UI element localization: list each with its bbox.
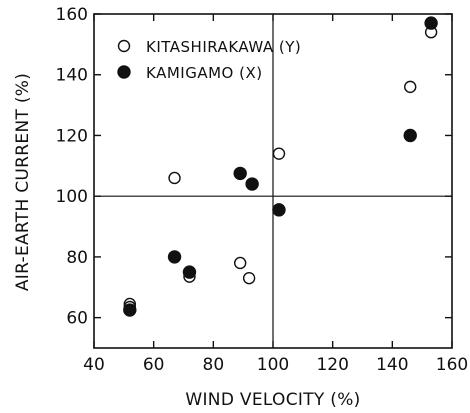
data-point-filled <box>272 203 286 217</box>
data-point-filled <box>245 177 259 191</box>
data-point-filled <box>424 16 438 30</box>
x-tick-label: 80 <box>203 355 225 375</box>
y-tick-label: 140 <box>56 66 88 86</box>
x-tick-label: 60 <box>143 355 165 375</box>
x-tick-label: 40 <box>83 355 105 375</box>
y-axis-label: AIR-EARTH CURRENT (%) <box>13 73 33 291</box>
axis-ticks: 40 60 80 100 120 140 160 60 80 100 120 140 160 <box>56 5 469 375</box>
data-point-open <box>404 80 417 94</box>
y-tick-label: 120 <box>56 126 88 146</box>
legend-marker <box>117 65 131 79</box>
x-tick-label: 140 <box>376 355 408 375</box>
y-tick-label: 80 <box>66 248 88 268</box>
x-tick-label: 100 <box>257 355 289 375</box>
data-point-open <box>233 256 247 270</box>
y-tick-label: 100 <box>56 187 88 207</box>
y-tick-label: 60 <box>66 309 88 329</box>
data-point-open <box>272 147 286 160</box>
data-point-filled <box>123 303 137 317</box>
legend-marker <box>117 39 131 53</box>
data-point-filled <box>182 265 197 279</box>
data-point-open <box>242 271 256 285</box>
x-tick-label: 160 <box>436 355 468 375</box>
y-tick-label: 160 <box>56 5 88 25</box>
data-point-filled <box>403 128 417 143</box>
legend-label: KITASHIRAKAWA (Y) <box>146 38 301 56</box>
data-point-open <box>168 171 181 185</box>
legend-label: KAMIGAMO (X) <box>146 64 263 82</box>
data-point-filled <box>233 166 247 181</box>
data-points <box>123 16 438 317</box>
legend: KITASHIRAKAWA (Y) KAMIGAMO (X) <box>117 38 301 82</box>
x-axis-label: WIND VELOCITY (%) <box>185 390 360 410</box>
data-point-filled <box>167 250 182 264</box>
x-tick-label: 120 <box>316 355 348 375</box>
